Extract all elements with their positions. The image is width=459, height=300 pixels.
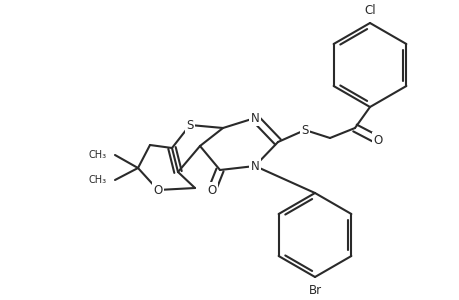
Text: Cl: Cl (364, 4, 375, 16)
Text: S: S (186, 118, 193, 131)
Text: Br: Br (308, 284, 321, 296)
Text: CH₃: CH₃ (89, 150, 107, 160)
Text: O: O (373, 134, 382, 146)
Text: O: O (153, 184, 162, 196)
Text: N: N (250, 160, 259, 172)
Text: O: O (207, 184, 216, 196)
Text: CH₃: CH₃ (89, 175, 107, 185)
Text: N: N (250, 112, 259, 124)
Text: S: S (301, 124, 308, 136)
